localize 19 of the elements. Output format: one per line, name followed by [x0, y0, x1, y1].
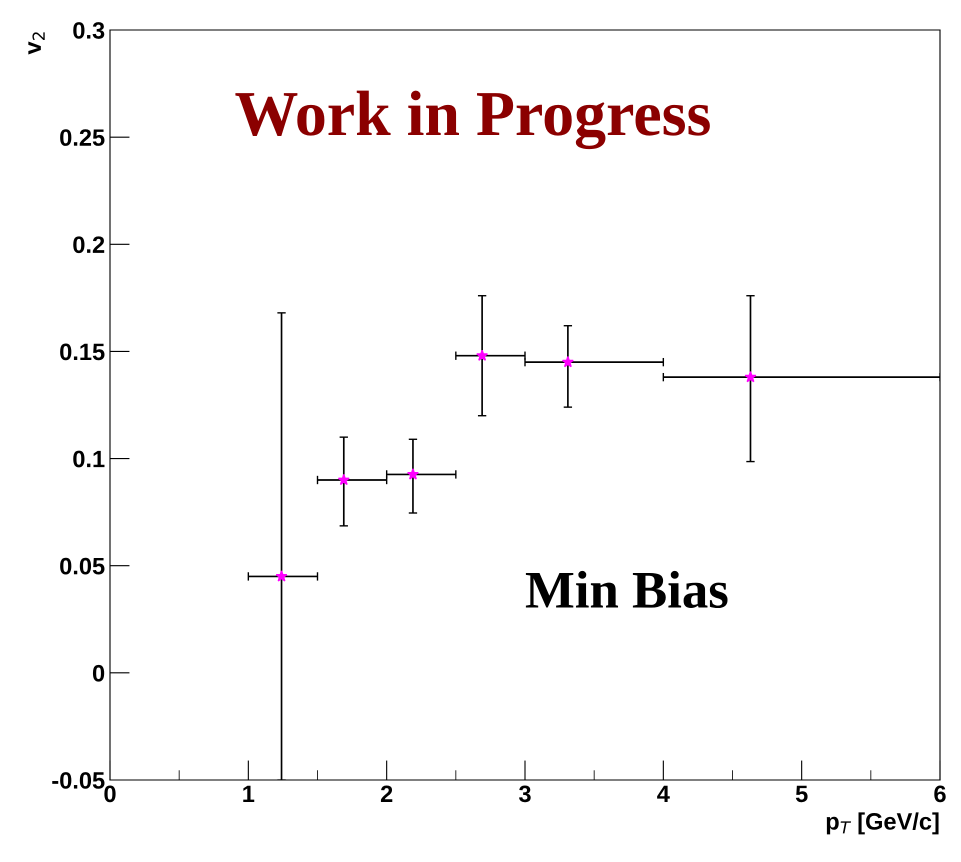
y-axis-title: v$_{2}$: [28, 32, 45, 54]
annotation: Min Bias: [526, 570, 728, 608]
y-tick-label: 0.15: [60, 343, 104, 360]
y-tick-label: 0.2: [73, 236, 104, 254]
x-tick-label: 0: [104, 785, 116, 802]
y-tick-label: -0.05: [52, 772, 104, 789]
x-tick-label: 2: [380, 785, 392, 802]
x-tick-label: 3: [518, 785, 531, 802]
y-tick-label: 0.3: [73, 22, 104, 39]
y-tick-label: 0.1: [73, 450, 104, 468]
annotation: Work in Progress: [235, 90, 710, 150]
y-tick-label: 0.05: [60, 558, 104, 574]
y-tick-label: 0.25: [60, 129, 104, 146]
x-tick-label: 5: [796, 786, 808, 802]
y-tick-label: 0: [92, 664, 104, 682]
x-tick-label: 6: [934, 785, 946, 802]
x-tick-label: 1: [243, 786, 254, 802]
x-tick-label: 4: [657, 786, 670, 802]
x-axis-title: p$_{T}$ [GeV/c]: [826, 812, 939, 834]
